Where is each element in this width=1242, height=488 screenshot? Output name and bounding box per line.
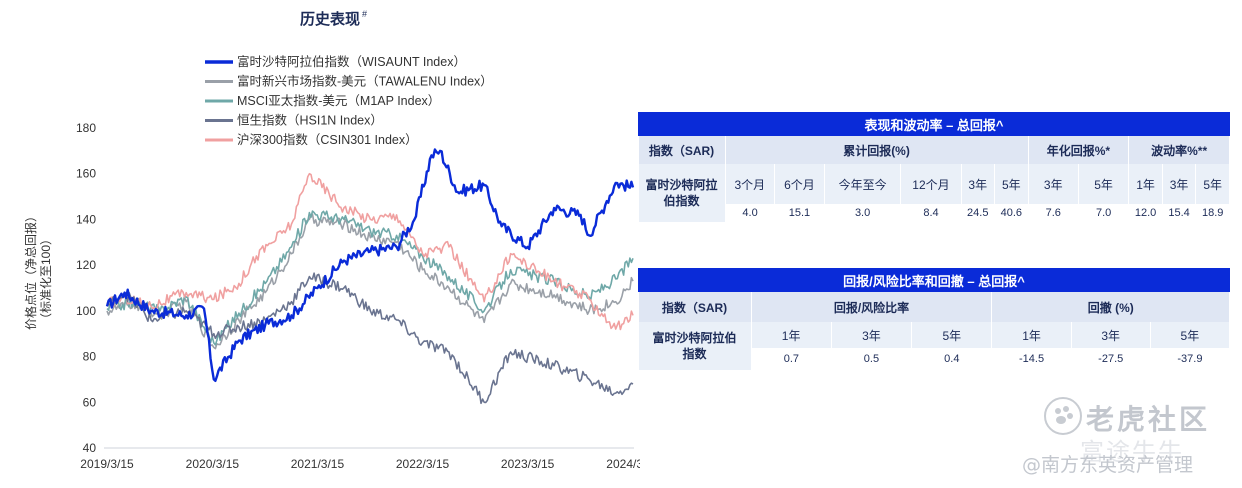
value-cell: 15.4	[1162, 204, 1196, 222]
watermark-shadow-text: 富途牛牛	[1080, 438, 1184, 466]
performance-table-title: 表现和波动率 – 总回报^	[638, 112, 1230, 136]
x-ticks: 2019/3/15 2020/3/15 2021/3/15 2022/3/15 2023…	[80, 457, 640, 471]
index-label: 指数（SAR)	[638, 291, 752, 322]
period-cell: 1年	[1128, 164, 1163, 204]
value-cell: -37.9	[1150, 348, 1230, 370]
series-line-0	[105, 148, 635, 382]
x-tick-label: 2019/3/15	[80, 457, 134, 471]
period-cell: 5年	[994, 164, 1029, 204]
y-tick-label: 40	[83, 441, 97, 455]
period-cell: 1年	[991, 322, 1072, 348]
y-tick-label: 160	[76, 167, 96, 181]
y-axis-label: 价格点位（净总回报） （标准化至100）	[23, 210, 53, 330]
chart: 历史表现 # 价格点位（净总回报） （标准化至100） 富时沙特阿拉伯指数（WI…	[23, 9, 640, 471]
legend-label: 沪深300指数（CSIN301 Index）	[237, 132, 418, 147]
y-tick-label: 180	[76, 121, 96, 135]
x-tick-label: 2024/3/15	[606, 457, 640, 471]
drawdown-header: 回撤 (%)	[991, 291, 1230, 322]
value-cell: 8.4	[900, 204, 961, 222]
value-cell: 0.5	[831, 348, 912, 370]
value-cell: 24.5	[961, 204, 995, 222]
value-cell: 0.7	[751, 348, 832, 370]
legend-label: 富时新兴市场指数-美元（TAWALENU Index）	[237, 74, 493, 89]
performance-table: 表现和波动率 – 总回报^ 指数（SAR) 累计回报(%) 年化回报%* 波动率…	[638, 112, 1230, 222]
value-cell: 18.9	[1195, 204, 1230, 222]
legend-label: 富时沙特阿拉伯指数（WISAUNT Index）	[237, 54, 466, 69]
paw-logo-icon	[1044, 397, 1082, 435]
value-cell: 7.0	[1078, 204, 1129, 222]
legend: 富时沙特阿拉伯指数（WISAUNT Index） 富时新兴市场指数-美元（TAWA…	[205, 54, 493, 147]
row-label: 富时沙特阿拉伯指数	[638, 322, 752, 370]
period-cell: 5年	[1150, 322, 1231, 348]
value-cell: 4.0	[725, 204, 775, 222]
y-tick-label: 120	[76, 258, 96, 272]
index-label: 指数（SAR)	[638, 135, 726, 164]
y-tick-label: 60	[83, 395, 97, 409]
value-cell: 3.0	[824, 204, 901, 222]
chart-title-mark: #	[362, 9, 367, 19]
y-axis-label-line1: 价格点位（净总回报）	[23, 210, 38, 330]
value-cell: 40.6	[994, 204, 1029, 222]
return-risk-ratio-header: 回报/风险比率	[751, 291, 993, 322]
period-cell: 3年	[831, 322, 913, 348]
y-tick-label: 100	[76, 304, 96, 318]
y-tick-label: 140	[76, 212, 96, 226]
row-label: 富时沙特阿拉伯指数	[638, 164, 726, 222]
x-tick-label: 2022/3/15	[396, 457, 450, 471]
period-cell: 5年	[1195, 164, 1230, 204]
y-tick-label: 80	[83, 350, 97, 364]
period-cell: 3个月	[725, 164, 776, 204]
x-tick-label: 2020/3/15	[186, 457, 240, 471]
period-cell: 5年	[911, 322, 993, 348]
legend-label: MSCI亚太指数-美元（M1AP Index）	[237, 93, 440, 108]
x-tick-label: 2021/3/15	[291, 457, 345, 471]
watermark-author: @南方东英资产管理	[1022, 454, 1194, 476]
value-cell: 7.6	[1028, 204, 1079, 222]
value-cell: 15.1	[774, 204, 825, 222]
value-cell: 12.0	[1128, 204, 1163, 222]
series-line-2	[106, 210, 634, 346]
legend-label: 恒生指数（HSI1N Index）	[237, 113, 383, 128]
value-cell: 0.4	[911, 348, 992, 370]
period-cell: 6个月	[774, 164, 825, 204]
period-cell: 5年	[1078, 164, 1130, 204]
cumulative-return-header: 累计回报(%)	[725, 135, 1029, 164]
value-cell: -27.5	[1071, 348, 1151, 370]
series-line-4	[106, 172, 634, 331]
period-cell: 12个月	[900, 164, 962, 204]
period-cell: 今年至今	[824, 164, 902, 204]
series-group	[105, 148, 635, 405]
y-ticks: 40 60 80 100 120 140 160 180	[76, 121, 96, 455]
period-cell: 3年	[1162, 164, 1197, 204]
x-tick-label: 2023/3/15	[501, 457, 555, 471]
period-cell: 3年	[1071, 322, 1151, 348]
value-cell: -14.5	[991, 348, 1072, 370]
annualized-return-header: 年化回报%*	[1028, 135, 1130, 164]
volatility-header: 波动率%**	[1128, 135, 1230, 164]
period-cell: 3年	[1028, 164, 1079, 204]
ratio-drawdown-table-title: 回报/风险比率和回撤 – 总回报^	[638, 268, 1230, 292]
y-axis-label-line2: （标准化至100）	[39, 233, 53, 325]
period-cell: 3年	[961, 164, 996, 204]
watermark-community: 老虎社区	[1086, 403, 1211, 436]
period-cell: 1年	[751, 322, 832, 348]
ratio-drawdown-table: 回报/风险比率和回撤 – 总回报^ 指数（SAR) 回报/风险比率 回撤 (%)…	[638, 268, 1231, 370]
chart-title: 历史表现	[300, 10, 360, 28]
series-line-1	[106, 213, 634, 350]
